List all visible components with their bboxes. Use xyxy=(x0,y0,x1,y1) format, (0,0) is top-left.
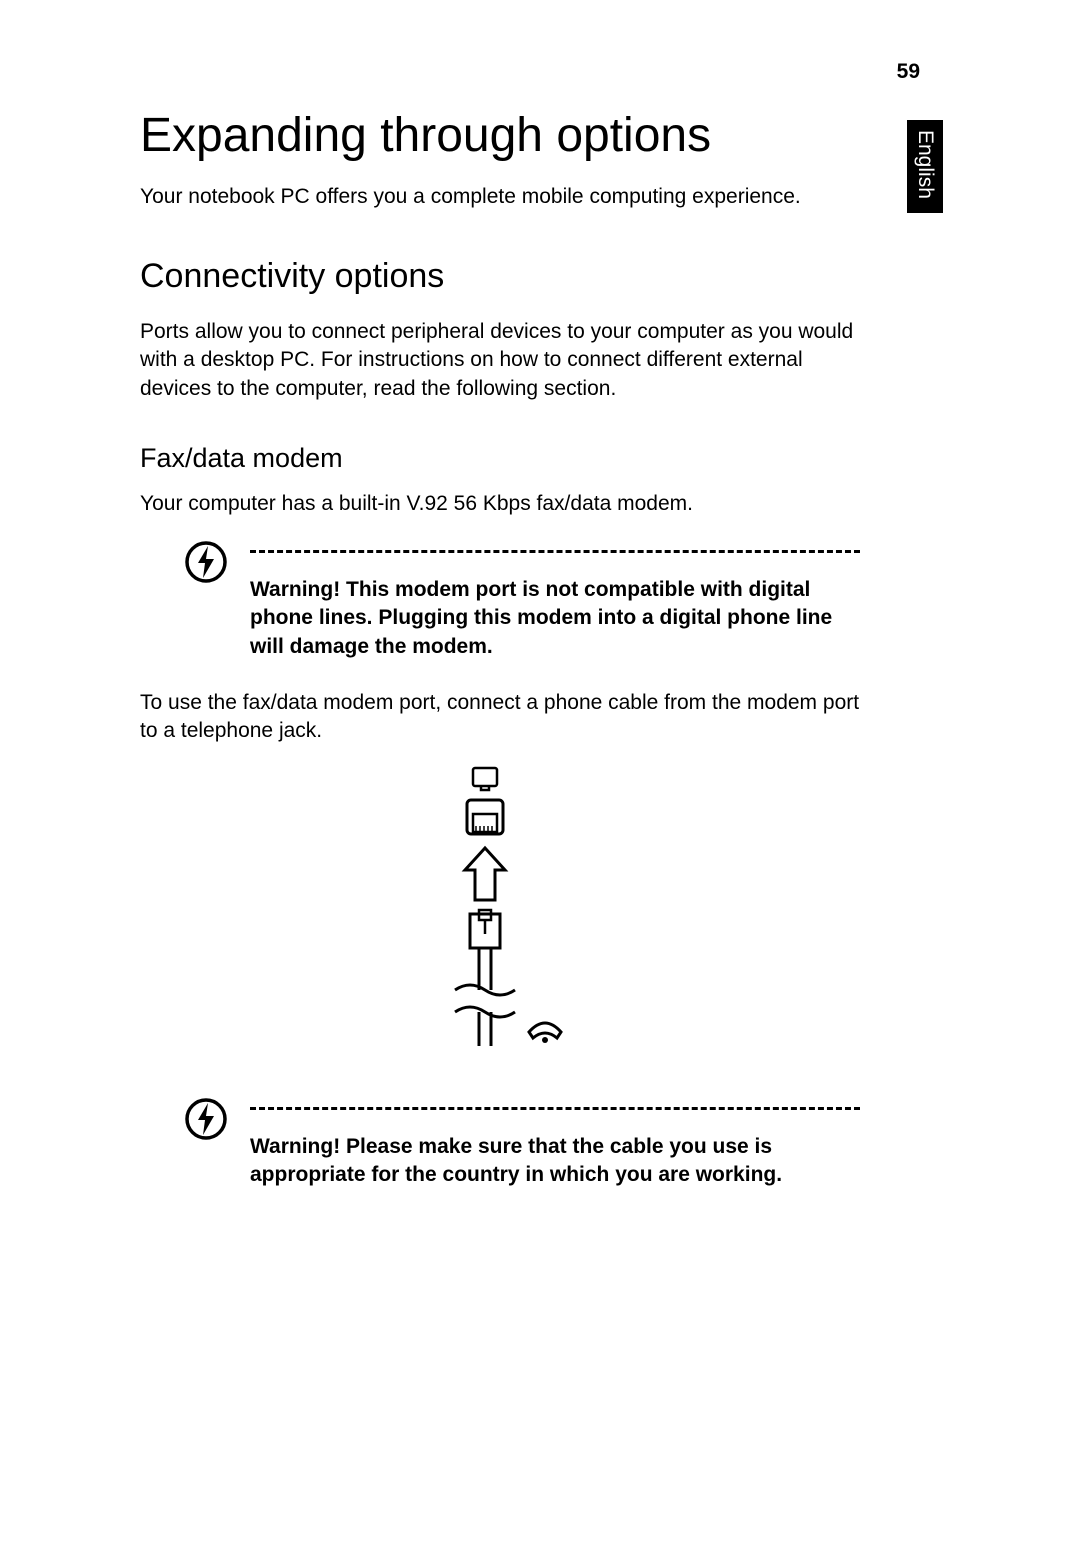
intro-text: Your notebook PC offers you a complete m… xyxy=(140,185,860,209)
warning-block-1: Warning! This modem port is not compatib… xyxy=(184,540,860,661)
warning-block-2: Warning! Please make sure that the cable… xyxy=(184,1097,860,1190)
lightning-warning-icon xyxy=(184,540,234,589)
page-content: Expanding through options Your notebook … xyxy=(140,108,860,1217)
modem-connection-diagram xyxy=(140,766,860,1071)
warning-text-1: Warning! This modem port is not compatib… xyxy=(250,576,860,661)
dashed-divider xyxy=(250,550,860,564)
section-heading-connectivity: Connectivity options xyxy=(140,257,860,296)
warning-text-2: Warning! Please make sure that the cable… xyxy=(250,1133,860,1190)
language-tab: English xyxy=(907,120,943,213)
subsection-heading-fax-modem: Fax/data modem xyxy=(140,443,860,474)
dashed-divider xyxy=(250,1107,860,1121)
lightning-warning-icon xyxy=(184,1097,234,1146)
page-number: 59 xyxy=(897,60,920,84)
page-title: Expanding through options xyxy=(140,108,860,163)
connectivity-paragraph: Ports allow you to connect peripheral de… xyxy=(140,318,860,403)
modem-paragraph: Your computer has a built-in V.92 56 Kbp… xyxy=(140,492,860,516)
modem-usage-paragraph: To use the fax/data modem port, connect … xyxy=(140,689,860,746)
